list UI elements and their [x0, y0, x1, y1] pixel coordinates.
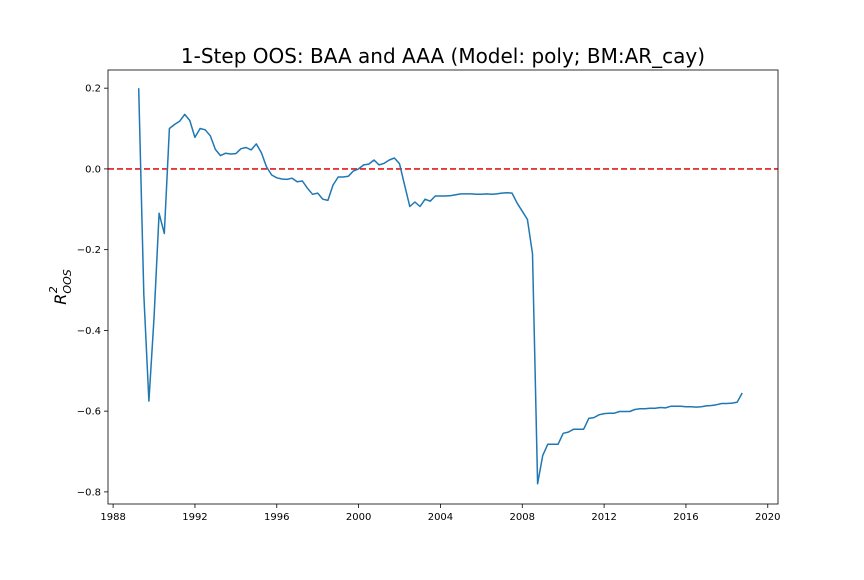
svg-text:ROOS2: ROOS2	[47, 269, 74, 304]
x-tick-label: 2000	[346, 512, 371, 523]
x-tick-label: 2016	[673, 512, 698, 523]
y-axis-label: ROOS2	[47, 269, 74, 304]
y-tick-label: 0.2	[85, 84, 101, 95]
plot-area: 1988 1992 1996 2000 2004 2008 2012 2016 2020 0.2 0…	[77, 69, 780, 523]
chart-title: 1-Step OOS: BAA and AAA (Model: poly; BM…	[181, 44, 705, 68]
plot-frame	[107, 69, 779, 505]
y-tick-label: −0.4	[77, 326, 101, 337]
y-axis-label-sup: 2	[47, 286, 60, 293]
x-tick-label: 2008	[510, 512, 535, 523]
x-tick-label: 2012	[591, 512, 616, 523]
x-tick-label: 2004	[428, 512, 453, 523]
x-tick-label: 1988	[100, 512, 125, 523]
x-tick-label: 1992	[182, 512, 207, 523]
x-tick-label: 1996	[264, 512, 289, 523]
y-tick-label: −0.6	[77, 407, 101, 418]
y-tick-label: 0.0	[85, 164, 101, 175]
y-axis-label-main: R	[51, 294, 70, 305]
series-line	[137, 88, 743, 485]
y-tick-label: −0.2	[77, 245, 101, 256]
x-tick-label: 2020	[755, 512, 780, 523]
y-tick-label: −0.8	[77, 487, 101, 498]
y-axis-label-sub: OOS	[61, 269, 74, 293]
